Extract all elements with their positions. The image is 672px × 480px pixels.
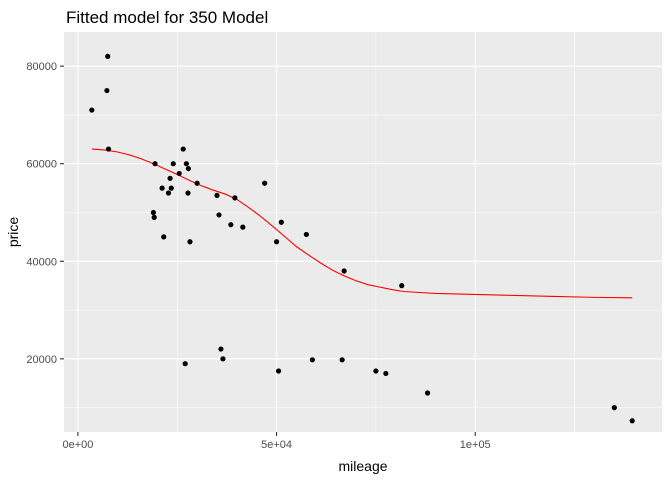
data-point [105,146,112,152]
data-point [228,222,234,228]
y-axis-title: price [5,217,21,248]
data-point [424,390,431,396]
minor-gridlines [64,32,662,432]
plot-panel [64,32,662,432]
data-point [273,239,280,245]
data-point [182,361,188,367]
data-point [611,405,617,411]
fit-line [91,148,633,299]
data-point [180,146,186,152]
data-point [165,190,172,196]
data-point [187,239,193,245]
data-point [383,370,389,377]
data-point [168,185,174,191]
data-point [629,418,635,424]
major-gridlines [64,32,662,432]
data-point [262,180,268,186]
data-point [339,357,345,363]
y-tick-label: 20000 [26,354,57,366]
points-layer [89,53,635,424]
x-axis-title: mileage [338,458,387,474]
y-tick-label: 80000 [26,61,57,73]
data-point [240,224,246,230]
data-point [216,212,222,218]
data-point [278,219,284,225]
y-tick-label: 60000 [26,159,57,171]
data-point [170,161,176,167]
x-axis: 0e+00 5e+04 1e+05 [62,432,491,451]
data-point [176,170,182,177]
data-point [341,268,347,274]
data-point [185,165,191,172]
x-tick-label: 0e+00 [62,439,93,451]
data-point [373,368,379,374]
fit-line-layer [91,148,633,299]
data-point [89,107,95,113]
chart-title: Fitted model for 350 Model [66,8,268,27]
data-point [220,356,226,362]
data-point [161,234,167,240]
data-point [214,192,220,199]
x-tick-label: 1e+05 [460,439,491,451]
data-point [275,368,282,374]
data-point [309,357,315,363]
data-point [194,180,200,186]
data-point [151,214,157,220]
data-point [167,175,173,181]
data-point [399,283,405,289]
data-point [152,161,158,167]
data-point [150,209,156,216]
y-axis: 20000 40000 60000 80000 [26,61,64,366]
data-point [183,161,189,167]
data-point [232,195,238,201]
y-tick-label: 40000 [26,256,57,268]
data-point [105,53,111,59]
x-tick-label: 5e+04 [261,439,292,451]
data-point [185,190,191,196]
data-point [104,87,110,94]
data-point [218,346,224,352]
data-point [303,231,309,238]
data-point [159,185,165,191]
